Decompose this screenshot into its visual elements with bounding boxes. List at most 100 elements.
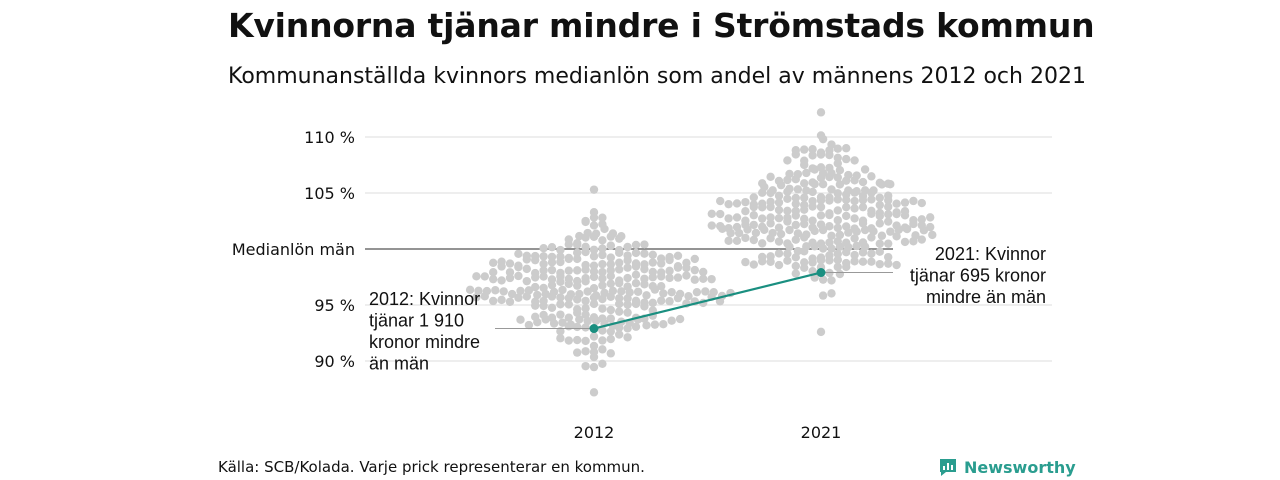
swarm-dot xyxy=(884,259,893,268)
swarm-dot xyxy=(791,253,800,262)
swarm-dot xyxy=(808,258,817,267)
x-tick-label: 2012 xyxy=(574,423,615,442)
swarm-dot xyxy=(606,305,615,315)
swarm-dot xyxy=(573,248,582,257)
swarm-dot xyxy=(575,231,584,241)
swarm-dot xyxy=(615,265,624,274)
swarm-dot xyxy=(598,244,607,253)
swarm-dot xyxy=(699,267,708,277)
swarm-dot xyxy=(749,220,758,230)
swarm-dot xyxy=(665,273,674,283)
swarm-dot xyxy=(875,247,884,256)
swarm-dot xyxy=(556,245,565,255)
brand-logo[interactable]: Newsworthy xyxy=(938,456,1076,478)
swarm-dot xyxy=(842,176,851,185)
swarm-dot xyxy=(606,241,615,250)
swarm-dot xyxy=(489,296,498,306)
swarm-dot xyxy=(800,263,809,272)
swarm-dot xyxy=(541,315,550,324)
swarm-dot xyxy=(783,206,792,215)
y-tick-label: 90 % xyxy=(314,352,355,371)
annotation-2021: 2021: Kvinnor tjänar 695 kronor mindre än … xyxy=(910,244,1046,307)
swarm-dots xyxy=(465,108,937,397)
x-tick-label: 2021 xyxy=(801,423,842,442)
swarm-dot xyxy=(758,214,767,223)
swarm-dot xyxy=(793,185,803,194)
swarm-dot xyxy=(758,188,767,197)
swarm-dot xyxy=(833,249,842,259)
swarm-dot xyxy=(791,150,800,159)
swarm-dot xyxy=(673,273,683,282)
swarm-dot xyxy=(480,272,489,281)
swarm-dot xyxy=(715,297,725,306)
swarm-dot xyxy=(514,271,523,281)
swarm-dot xyxy=(583,316,592,326)
swarm-dot xyxy=(900,211,910,220)
swarm-dot xyxy=(623,273,632,283)
swarm-dot xyxy=(808,187,817,197)
swarm-dot xyxy=(615,248,624,257)
swarm-dot xyxy=(741,207,750,216)
swarm-dot xyxy=(774,237,784,246)
swarm-dot xyxy=(850,188,859,197)
swarm-dot xyxy=(522,276,531,286)
swarm-dot xyxy=(842,144,851,153)
swarm-dot xyxy=(606,232,615,241)
swarm-dot xyxy=(598,336,607,345)
swarm-dot xyxy=(606,314,615,323)
swarm-dot xyxy=(774,260,784,270)
swarm-dot xyxy=(892,260,901,270)
swarm-dot xyxy=(533,318,542,327)
swarm-dot xyxy=(867,188,876,197)
swarm-dot xyxy=(810,226,819,236)
swarm-dot xyxy=(573,295,582,304)
swarm-dot xyxy=(541,289,550,299)
swarm-dot xyxy=(833,255,842,265)
swarm-dot xyxy=(791,235,800,244)
swarm-dot xyxy=(505,259,515,268)
swarm-dot xyxy=(598,274,607,283)
swarm-dot xyxy=(810,165,819,174)
swarm-dot xyxy=(818,275,828,284)
swarm-dot xyxy=(589,352,599,362)
swarm-dot xyxy=(657,296,666,305)
swarm-dot xyxy=(533,290,542,300)
swarm-dot xyxy=(701,287,710,296)
swarm-dot xyxy=(623,256,632,265)
swarm-dot xyxy=(732,236,742,245)
swarm-dot xyxy=(900,198,910,207)
swarm-dot xyxy=(606,253,615,262)
swarm-dot xyxy=(825,196,834,205)
swarm-dot xyxy=(791,174,800,184)
swarm-dot xyxy=(581,361,590,371)
swarm-dot xyxy=(589,283,599,293)
swarm-dot xyxy=(516,315,525,324)
swarm-dot xyxy=(606,334,615,344)
annotation-2012: 2012: Kvinnor tjänar 1 910 kronor mindre än… xyxy=(369,289,480,374)
swarm-dot xyxy=(499,287,508,296)
swarm-dot xyxy=(858,219,868,228)
swarm-dot xyxy=(589,299,599,309)
swarm-dot xyxy=(556,257,565,267)
swarm-dot xyxy=(816,196,826,205)
swarm-dot xyxy=(749,193,758,202)
swarm-dot xyxy=(531,301,540,310)
swarm-dot xyxy=(589,332,599,341)
swarm-dot xyxy=(833,216,842,225)
swarm-dot xyxy=(659,289,668,298)
source-note: Källa: SCB/Kolada. Varje prick represent… xyxy=(218,458,645,476)
swarm-dot xyxy=(785,242,794,251)
swarm-dot xyxy=(818,180,828,189)
swarm-dot xyxy=(858,177,868,187)
swarm-dot xyxy=(589,293,599,302)
swarm-dot xyxy=(816,202,826,212)
swarm-dot xyxy=(606,349,615,358)
swarm-dot xyxy=(589,388,599,397)
swarm-dot xyxy=(875,219,884,228)
swarm-dot xyxy=(665,297,674,306)
swarm-dot xyxy=(581,336,590,346)
swarm-dot xyxy=(827,276,836,285)
swarm-dot xyxy=(489,274,498,284)
y-tick-label: 110 % xyxy=(304,128,355,147)
swarm-dot xyxy=(833,195,842,204)
